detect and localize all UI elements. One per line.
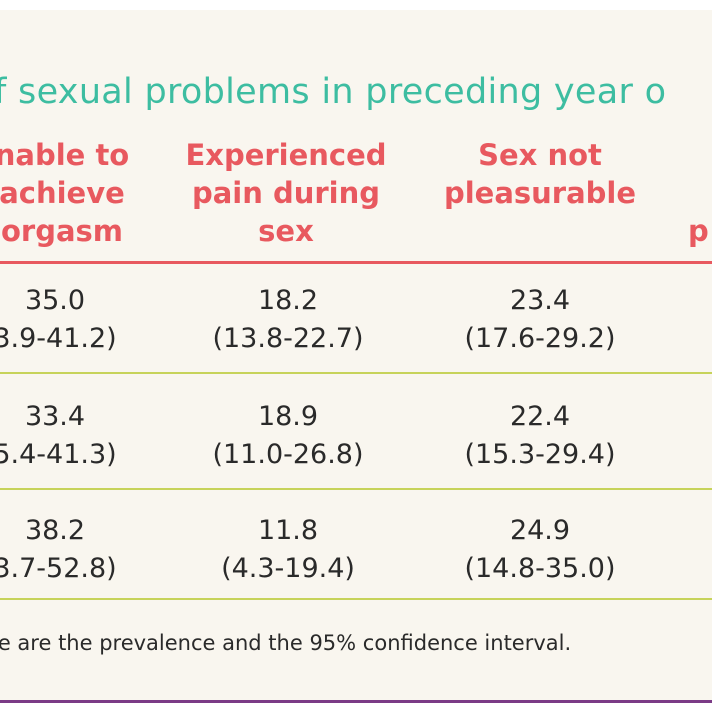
cell-ci: 5.4-41.3) [0, 439, 117, 470]
table-cell: 11.8 (4.3-19.4) [186, 512, 390, 588]
table-panel: f sexual problems in preceding year o na… [0, 10, 712, 700]
cell-value: 22.4 [509, 401, 571, 432]
row-divider [0, 598, 712, 600]
cell-value: 35.0 [24, 285, 86, 316]
table-cell: 18.9 (11.0-26.8) [186, 398, 390, 474]
cell-value: 11.8 [257, 515, 319, 546]
cell-ci: (17.6-29.2) [464, 323, 616, 354]
table-cell: 38.2 3.7-52.8) [0, 512, 140, 588]
header-line: sex [258, 214, 314, 248]
cell-ci: 3.9-41.2) [0, 323, 117, 354]
header-line: pain during [191, 176, 381, 210]
cell-value: 33.4 [24, 401, 86, 432]
cell-value: 23.4 [509, 285, 571, 316]
header-line: p [688, 214, 709, 248]
header-line: Experienced [185, 138, 387, 172]
table-cell: 22.4 (15.3-29.4) [436, 398, 644, 474]
table-footnote: le are the prevalence and the 95% confid… [0, 631, 572, 655]
table-cell: 24.9 (14.8-35.0) [436, 512, 644, 588]
column-header-not-pleasurable: Sex not pleasurable [436, 136, 644, 212]
table-cell: 18.2 (13.8-22.7) [186, 282, 390, 358]
table-cell: 35.0 3.9-41.2) [0, 282, 140, 358]
row-divider [0, 372, 712, 374]
cell-value: 18.9 [257, 401, 319, 432]
cell-value: 38.2 [24, 515, 86, 546]
cell-ci: (13.8-22.7) [212, 323, 364, 354]
header-line: pleasurable [443, 176, 637, 210]
cell-ci: (11.0-26.8) [212, 439, 364, 470]
cell-ci: (4.3-19.4) [221, 553, 355, 584]
table-title: f sexual problems in preceding year o [0, 72, 667, 112]
cell-value: 18.2 [257, 285, 319, 316]
column-header-pain: Experienced pain during sex [182, 136, 390, 250]
cell-ci: 3.7-52.8) [0, 553, 117, 584]
column-header-partial: p [688, 212, 712, 250]
header-line: orgasm [0, 214, 124, 248]
header-line: nable to [0, 138, 130, 172]
header-line: achieve [0, 176, 125, 210]
table-cell: 33.4 5.4-41.3) [0, 398, 140, 474]
row-divider [0, 488, 712, 490]
cell-value: 24.9 [509, 515, 571, 546]
table-cell: 23.4 (17.6-29.2) [436, 282, 644, 358]
header-divider [0, 261, 712, 264]
header-line: Sex not [478, 138, 602, 172]
column-header-orgasm: nable to achieve orgasm [0, 136, 142, 250]
bottom-rule [0, 700, 712, 703]
cell-ci: (15.3-29.4) [464, 439, 616, 470]
cell-ci: (14.8-35.0) [464, 553, 616, 584]
